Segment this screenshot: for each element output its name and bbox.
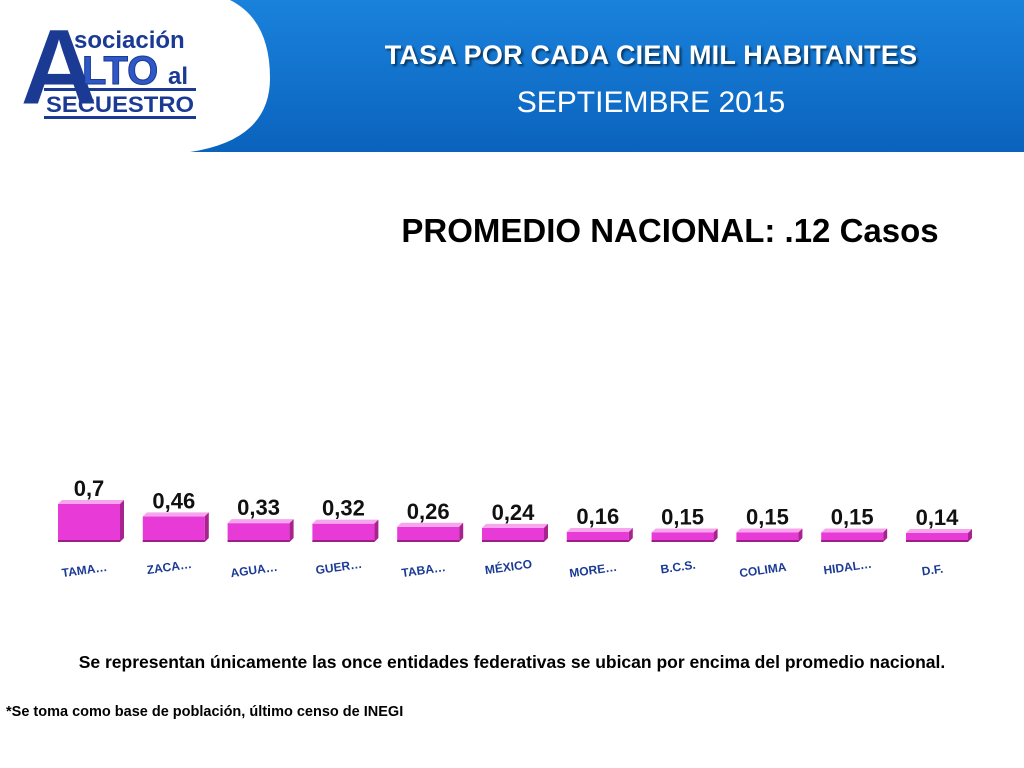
bar-base [566, 540, 629, 542]
bar-top [482, 523, 548, 528]
bar-top [227, 519, 294, 524]
bar-base [651, 540, 714, 542]
logo-underline [44, 88, 196, 91]
bar [482, 527, 544, 542]
bar [397, 526, 460, 542]
logo-word: LTO [82, 49, 158, 93]
bar [58, 504, 120, 542]
value-label: 0,15 [661, 504, 704, 529]
bar-side [883, 528, 888, 542]
category-label: AGUA… [230, 560, 279, 580]
value-label: 0,15 [831, 504, 874, 529]
bar-side [120, 500, 124, 542]
bar-side [459, 522, 464, 542]
bar-top [142, 512, 209, 517]
bar-base [821, 540, 884, 542]
bar-side [544, 523, 548, 542]
value-label: 0,33 [237, 495, 280, 520]
page-subtitle: SEPTIEMBRE 2015 [516, 86, 786, 119]
bar-side [798, 528, 803, 542]
category-label: HIDAL… [823, 557, 873, 578]
value-label: 0,26 [407, 499, 450, 524]
value-label: 0,46 [152, 488, 195, 513]
bar [906, 533, 968, 542]
bar-base [736, 540, 799, 542]
bar [312, 523, 375, 542]
category-label: MORE… [569, 560, 618, 581]
bar [142, 516, 205, 542]
bar-base [312, 540, 375, 542]
bar-top [566, 527, 633, 532]
category-label: TABA… [401, 560, 447, 580]
bar-side [968, 529, 972, 542]
bar [821, 532, 884, 542]
bar-base [142, 540, 205, 542]
category-label: ZACA… [146, 557, 193, 577]
bar-top [906, 529, 972, 533]
bar-side [628, 527, 633, 542]
bar-side [713, 528, 718, 542]
bar-side [289, 519, 294, 542]
bar [651, 532, 714, 542]
logo-big-letter: A [20, 8, 98, 127]
bar-base [906, 540, 968, 542]
category-label: COLIMA [738, 560, 787, 580]
page-title: TASA POR CADA CIEN MIL HABITANTES [384, 40, 918, 70]
logo-line1: sociación [74, 27, 185, 54]
category-label: B.C.S. [660, 558, 697, 577]
logo-line3: SECUESTRO [46, 92, 194, 117]
national-average-label: PROMEDIO NACIONAL: .12 Casos [401, 212, 939, 249]
bar-base [227, 540, 290, 542]
bar [736, 532, 799, 542]
bar-top [651, 528, 718, 533]
value-label: 0,15 [746, 504, 789, 529]
bar-top [736, 528, 803, 533]
bar [566, 531, 629, 542]
header-band [150, 0, 1024, 152]
bar-top [58, 500, 124, 504]
bar-top [821, 528, 888, 533]
bar-base [397, 540, 460, 542]
bar-top [397, 522, 464, 527]
category-label: GUER… [315, 557, 363, 577]
value-label: 0,32 [322, 496, 365, 521]
bar [227, 523, 290, 542]
source-note: *Se toma como base de población, último … [6, 704, 404, 720]
bar-side [204, 512, 209, 542]
logo-baseline [44, 116, 196, 119]
value-label: 0,7 [74, 476, 105, 501]
header-blue-band [150, 0, 1024, 152]
category-label: TAMA… [61, 560, 108, 580]
category-label: D.F. [921, 562, 944, 579]
bar-base [58, 540, 120, 542]
value-label: 0,24 [492, 500, 536, 525]
value-label: 0,14 [916, 505, 960, 530]
bar-chart: 0,7 TAMA… 0,46 ZACA… 0,33 AGUA… 0,32 GUER… 0,26 T… [58, 476, 972, 581]
bar-base [482, 540, 544, 542]
bar-side [374, 519, 379, 542]
chart-note: Se representan únicamente las once entid… [78, 652, 946, 672]
value-label: 0,16 [576, 504, 619, 529]
category-label: MÉXICO [484, 556, 533, 577]
logo-suffix: al [168, 63, 188, 90]
bar-top [312, 519, 379, 524]
logo: A sociación LTO al SECUESTRO [20, 8, 196, 128]
